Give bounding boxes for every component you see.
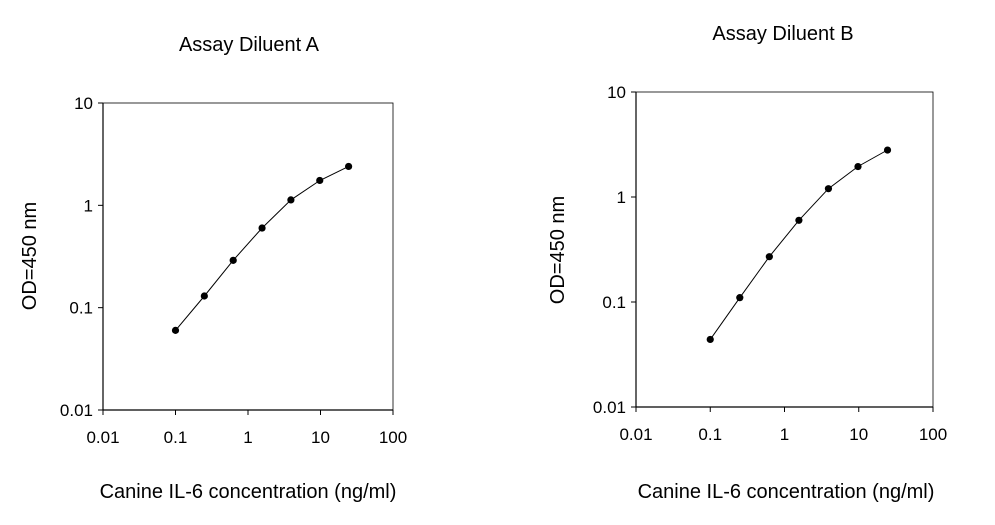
data-point xyxy=(824,185,833,193)
data-point xyxy=(345,162,353,171)
x-axis-label: Canine IL-6 concentration (ng/ml) xyxy=(638,481,935,503)
x-tick-label: 1 xyxy=(780,425,789,444)
y-axis-label: OD=450 nm xyxy=(19,202,41,310)
data-point xyxy=(171,326,180,334)
x-tick-label: 10 xyxy=(849,425,868,444)
series-line xyxy=(709,149,888,340)
x-tick-label: 100 xyxy=(379,428,407,447)
y-tick-label: 10 xyxy=(74,94,93,113)
y-tick-label: 1 xyxy=(617,188,626,207)
x-tick-label: 100 xyxy=(919,425,947,444)
x-tick-label: 1 xyxy=(243,428,252,447)
series-line xyxy=(175,165,349,331)
y-tick-label: 10 xyxy=(607,83,626,102)
data-point xyxy=(258,224,266,232)
x-tick-label: 0.1 xyxy=(164,428,188,447)
data-point xyxy=(765,253,773,261)
data-point xyxy=(200,292,208,300)
x-tick-label: 0.1 xyxy=(698,425,722,444)
data-point xyxy=(736,294,744,302)
data-point xyxy=(229,256,237,264)
chart-assay-diluent-b: Assay Diluent B Canine IL-6 concentratio… xyxy=(547,23,947,503)
data-point xyxy=(854,162,862,171)
y-tick-label: 0.01 xyxy=(60,401,93,420)
data-point xyxy=(795,216,803,224)
y-tick-label: 0.1 xyxy=(602,293,626,312)
data-point xyxy=(287,196,295,204)
y-tick-label: 1 xyxy=(84,196,93,215)
y-tick-label: 0.01 xyxy=(593,398,626,417)
x-tick-label: 0.01 xyxy=(619,425,652,444)
chart-assay-diluent-a: Assay Diluent A Canine IL-6 concentratio… xyxy=(19,34,407,503)
chart-title: Assay Diluent A xyxy=(179,34,320,56)
plot-frame xyxy=(635,91,934,408)
chart-title: Assay Diluent B xyxy=(712,23,853,45)
data-point xyxy=(706,335,714,344)
y-axis-label: OD=450 nm xyxy=(547,196,569,304)
x-axis-label: Canine IL-6 concentration (ng/ml) xyxy=(100,481,397,503)
data-point xyxy=(883,146,892,154)
x-tick-label: 0.01 xyxy=(86,428,119,447)
data-point xyxy=(316,176,324,185)
x-tick-label: 10 xyxy=(311,428,330,447)
y-tick-label: 0.1 xyxy=(69,299,93,318)
plot-frame xyxy=(102,102,394,411)
